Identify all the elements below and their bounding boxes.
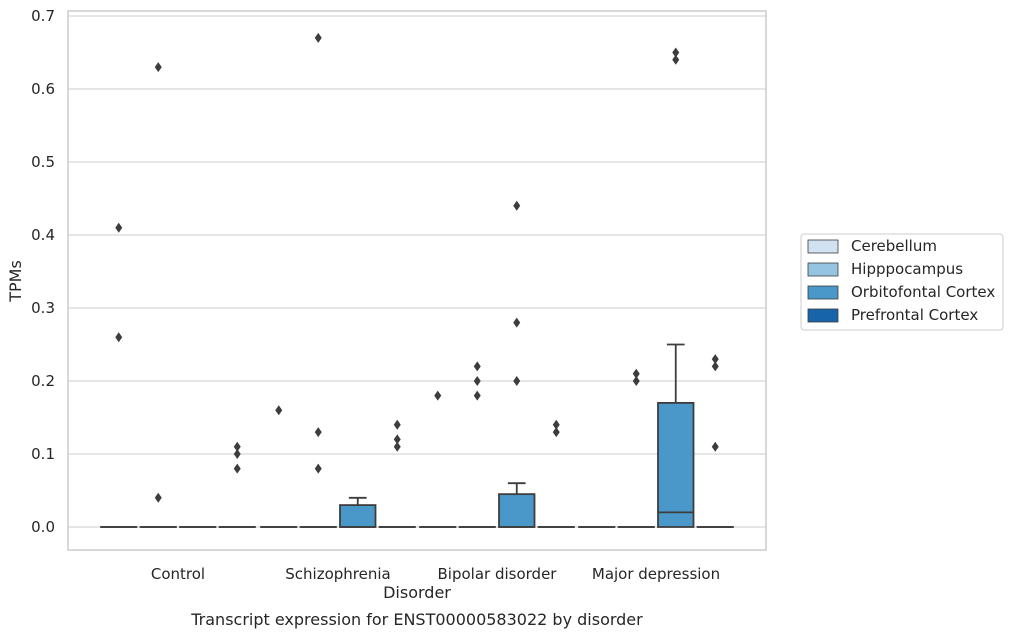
outlier-point [154, 492, 162, 503]
outlier-point [115, 222, 123, 233]
outlier-point [314, 32, 322, 43]
legend-label: Prefrontal Cortex [851, 306, 978, 324]
outlier-point [672, 47, 680, 58]
outlier-point [552, 419, 560, 430]
outlier-point [473, 361, 481, 372]
box-group [419, 390, 457, 528]
y-tick-labels: 0.0 0.1 0.2 0.3 0.4 0.5 0.6 0.7 [31, 7, 55, 536]
y-axis-label: TPMs [6, 260, 25, 303]
outlier-point [513, 200, 521, 211]
box-body [339, 504, 377, 528]
y-tick-label: 0.5 [31, 153, 55, 171]
y-tick-label: 0.6 [31, 80, 55, 98]
outlier-point [552, 427, 560, 438]
box-group [537, 419, 575, 528]
legend-label: Hipppocampus [851, 260, 963, 278]
outlier-point [513, 376, 521, 386]
box-group [218, 441, 256, 528]
x-tick-labels: Control Schizophrenia Bipolar disorder Majo… [151, 565, 720, 583]
outlier-point [632, 376, 640, 386]
outlier-point [154, 62, 162, 73]
x-tick-label: Control [151, 565, 205, 583]
x-tick-label: Schizophrenia [285, 565, 390, 583]
y-tick-label: 0.4 [31, 226, 55, 244]
x-tick-label: Bipolar disorder [438, 565, 558, 583]
outlier-point [672, 54, 680, 65]
box-group [260, 405, 298, 528]
outlier-point [711, 354, 719, 365]
plot-frame [67, 10, 767, 551]
legend-swatch [807, 239, 839, 254]
chart-caption: Transcript expression for ENST0000058302… [190, 610, 643, 629]
box-body [657, 401, 695, 528]
legend-swatch [807, 262, 839, 277]
legend-label: Orbitofontal Cortex [851, 283, 995, 301]
legend-label: Cerebellum [851, 237, 937, 255]
box-group [458, 361, 496, 528]
outlier-point [711, 441, 719, 452]
outlier-point [632, 368, 640, 379]
outlier-point [233, 463, 241, 474]
legend: Cerebellum Hipppocampus Orbitofontal Corte… [800, 233, 1004, 331]
y-tick-label: 0.1 [31, 445, 55, 463]
outlier-point [393, 434, 401, 445]
outlier-point [275, 405, 283, 416]
x-axis-label: Disorder [383, 583, 451, 602]
outlier-point [434, 390, 442, 401]
grid-lines [68, 15, 766, 528]
box-group [657, 47, 695, 528]
outlier-point [115, 332, 123, 343]
box-group [498, 200, 536, 528]
box-group [139, 62, 177, 528]
outlier-point [314, 463, 322, 474]
outlier-point [711, 361, 719, 372]
box-group [696, 354, 734, 528]
outlier-point [393, 419, 401, 430]
outlier-point [393, 441, 401, 452]
box-group [617, 368, 655, 528]
outlier-point [473, 390, 481, 401]
y-tick-label: 0.2 [31, 372, 55, 390]
box-series [100, 32, 734, 528]
box-group [100, 222, 138, 528]
box-group [378, 419, 416, 528]
outlier-point [513, 317, 521, 328]
y-tick-label: 0.0 [31, 518, 55, 536]
x-tick-label: Major depression [592, 565, 720, 583]
y-tick-label: 0.3 [31, 299, 55, 317]
box-body [498, 493, 536, 528]
outlier-point [473, 376, 481, 386]
box-group [299, 32, 337, 528]
legend-swatch [807, 285, 839, 300]
outlier-point [233, 449, 241, 459]
legend-swatch [807, 308, 839, 323]
legend-frame [800, 233, 1004, 331]
y-tick-label: 0.7 [31, 7, 55, 25]
outlier-point [314, 427, 322, 438]
outlier-point [233, 441, 241, 452]
box-group [339, 496, 377, 528]
